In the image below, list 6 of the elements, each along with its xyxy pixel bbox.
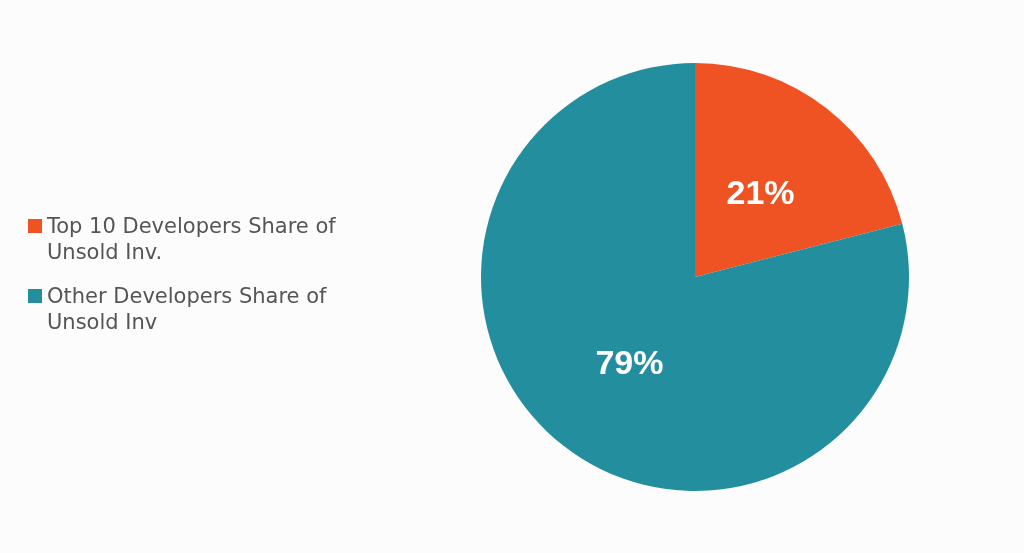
pie-slice xyxy=(695,63,903,277)
pie-slice xyxy=(481,63,909,491)
legend-label: Other Developers Share of Unsold Inv xyxy=(47,284,328,334)
legend-label: Top 10 Developers Share of Unsold Inv. xyxy=(46,214,337,264)
data-label: 79% xyxy=(595,342,664,381)
data-label: 21% xyxy=(726,173,795,212)
